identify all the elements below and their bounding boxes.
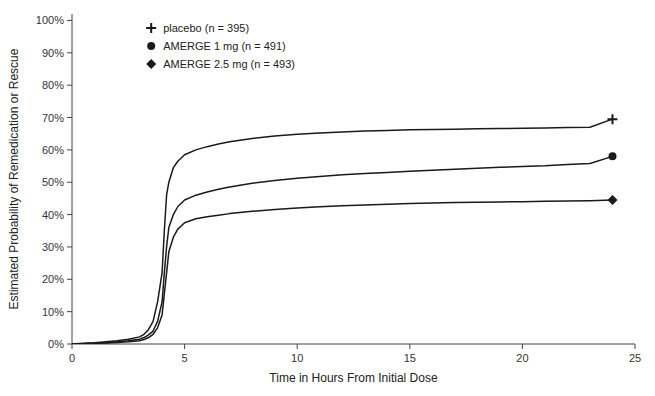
y-tick	[67, 214, 72, 215]
y-tick-label: 30%	[42, 241, 64, 253]
legend-symbol	[147, 42, 155, 50]
series-line	[72, 156, 612, 344]
x-tick-label: 25	[629, 352, 641, 364]
y-tick	[67, 117, 72, 118]
y-tick-label: 70%	[42, 112, 64, 124]
x-tick-label: 5	[182, 352, 188, 364]
x-tick-label: 0	[69, 352, 75, 364]
y-tick	[67, 20, 72, 21]
legend-label: AMERGE 2.5 mg (n = 493)	[163, 58, 295, 70]
end-marker	[608, 152, 616, 160]
y-tick-label: 50%	[42, 176, 64, 188]
y-tick	[67, 279, 72, 280]
legend-label: placebo (n = 395)	[163, 22, 249, 34]
plot-area	[72, 114, 617, 344]
x-tick	[522, 344, 523, 349]
y-tick-label: 10%	[42, 306, 64, 318]
y-tick-label: 40%	[42, 209, 64, 221]
y-tick	[67, 246, 72, 247]
y-tick-label: 0%	[48, 338, 64, 350]
y-tick-label: 90%	[42, 47, 64, 59]
x-tick	[72, 344, 73, 349]
end-marker	[607, 195, 617, 205]
y-tick-label: 60%	[42, 144, 64, 156]
end-marker	[607, 114, 617, 124]
x-tick	[635, 344, 636, 349]
series-line	[72, 200, 612, 344]
y-tick	[67, 85, 72, 86]
y-axis-line	[72, 14, 73, 344]
y-tick	[67, 344, 72, 345]
y-tick-label: 20%	[42, 273, 64, 285]
x-tick	[297, 344, 298, 349]
legend-symbol	[146, 23, 156, 33]
y-tick	[67, 149, 72, 150]
y-tick	[67, 311, 72, 312]
y-tick-label: 100%	[36, 14, 64, 26]
y-tick	[67, 52, 72, 53]
x-tick-label: 15	[404, 352, 416, 364]
x-tick-label: 20	[516, 352, 528, 364]
x-tick	[409, 344, 410, 349]
y-axis-label: Estimated Probability of Remedication or…	[7, 48, 21, 309]
series-line	[72, 119, 612, 344]
x-tick-label: 10	[291, 352, 303, 364]
x-axis-label: Time in Hours From Initial Dose	[269, 371, 438, 385]
legend-symbol	[146, 59, 156, 69]
y-tick-label: 80%	[42, 79, 64, 91]
legend-label: AMERGE 1 mg (n = 491)	[163, 40, 286, 52]
x-axis-line	[72, 344, 635, 345]
chart: 0% 10% 20% 30% 40% 50% 60% 70% 80% 90% 100% 0 5 10 15 2…	[0, 0, 655, 396]
y-tick	[67, 182, 72, 183]
x-tick	[184, 344, 185, 349]
legend: placebo (n = 395) AMERGE 1 mg (n = 491) AM…	[146, 22, 295, 70]
